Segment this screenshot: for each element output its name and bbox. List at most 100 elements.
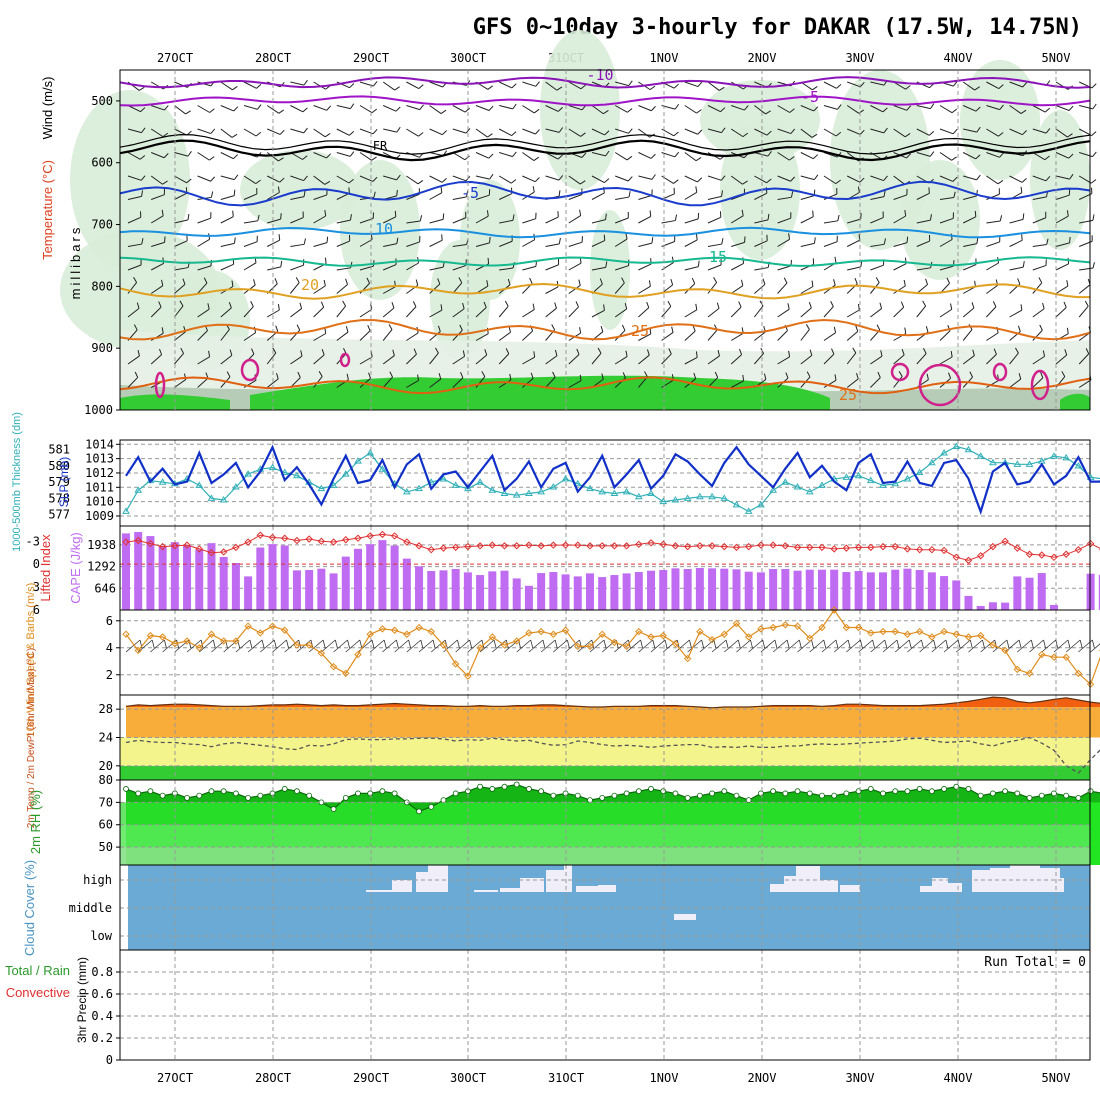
- barb-staff: [943, 639, 959, 653]
- y-tick-label: 500: [91, 94, 113, 108]
- wind-barb: [870, 190, 886, 200]
- barb-flag: [812, 210, 814, 217]
- wind-barb: [568, 257, 582, 271]
- wind-barb: [290, 277, 300, 294]
- li-tick-label: 6: [33, 603, 40, 617]
- rh-point: [147, 788, 154, 795]
- barb-staff: [684, 105, 697, 114]
- wind-barb: [394, 639, 412, 653]
- wind-barb: [406, 128, 424, 137]
- barb-staff: [429, 218, 444, 224]
- barb-staff: [382, 639, 397, 653]
- barb-flag: [324, 257, 327, 264]
- barb-staff: [916, 240, 930, 247]
- wind-point: [281, 626, 289, 634]
- li-tick-label: 3: [33, 580, 40, 594]
- barb-flag: [950, 303, 953, 310]
- barb-flag: [276, 372, 279, 380]
- moist-region: [590, 210, 630, 330]
- barb-staff: [313, 128, 326, 138]
- barb-flag: [762, 278, 766, 285]
- barb-staff: [267, 128, 281, 135]
- barb-staff: [266, 105, 280, 114]
- barb-staff: [638, 194, 652, 200]
- barb-flag: [371, 108, 378, 114]
- wind-barb: [150, 209, 164, 224]
- thickness-point: [463, 484, 472, 492]
- wind-barb: [1055, 349, 1068, 365]
- slp-tick-label: 1010: [85, 495, 114, 509]
- wind-barb: [707, 190, 723, 200]
- wind-barb: [684, 105, 702, 114]
- thickness-point: [1025, 460, 1034, 467]
- barb-flag: [444, 639, 448, 649]
- barb-flag: [789, 156, 795, 161]
- barb-staff: [730, 354, 742, 365]
- li-point: [183, 541, 191, 549]
- cloud-level-label: low: [90, 929, 112, 943]
- barb-staff: [614, 152, 628, 161]
- wind-barb: [336, 235, 351, 247]
- barb-flag: [836, 83, 842, 89]
- barb-flag: [233, 174, 239, 180]
- wind-barb: [858, 639, 875, 653]
- barb-staff: [1009, 105, 1022, 114]
- cape-bar: [292, 570, 301, 610]
- wind-barb: [1009, 304, 1023, 318]
- barb-staff: [1032, 128, 1047, 134]
- wind-barb: [823, 104, 842, 110]
- barb-staff: [916, 379, 929, 388]
- barb-flag: [324, 132, 331, 138]
- rh-point: [245, 794, 252, 801]
- barb-staff: [684, 218, 699, 224]
- rh2m-label: 2m RH (%): [28, 790, 43, 854]
- wind-barb: [313, 175, 331, 185]
- wind-point: [256, 629, 265, 637]
- wind-barb: [452, 190, 469, 200]
- barb-staff: [406, 332, 419, 341]
- rh-point: [452, 790, 459, 797]
- wind-barb: [823, 188, 838, 200]
- wind-barb: [127, 238, 144, 247]
- rh-band-below-50: [120, 847, 1090, 865]
- wind-barb: [313, 105, 332, 111]
- wind-barb: [661, 348, 672, 365]
- barb-staff: [150, 262, 164, 271]
- barb-flag: [713, 277, 718, 283]
- barb-flag: [774, 639, 778, 649]
- rh-point: [928, 788, 935, 795]
- barb-flag: [487, 85, 493, 90]
- barb-staff: [290, 243, 305, 247]
- wind-barb: [235, 639, 253, 653]
- rh-point: [733, 792, 740, 799]
- barb-flag: [740, 279, 744, 286]
- barb-flag: [809, 349, 813, 356]
- wind-barb: [1055, 105, 1074, 111]
- barb-flag: [1067, 639, 1071, 649]
- high-cloud: [1054, 878, 1064, 892]
- barb-flag: [834, 256, 837, 263]
- wind-point: [964, 633, 973, 641]
- barb-flag: [303, 127, 308, 134]
- wind-barb: [870, 639, 888, 653]
- barb-staff: [626, 639, 641, 653]
- barb-staff: [499, 219, 514, 224]
- barb-flag: [486, 210, 489, 217]
- rh-point: [367, 790, 374, 797]
- barb-flag: [505, 348, 510, 354]
- high-cloud: [500, 888, 520, 892]
- legend-temp: Temperature (°C): [40, 160, 55, 260]
- band-below-20: [120, 765, 1090, 780]
- barb-staff: [545, 355, 558, 365]
- barb-flag: [437, 325, 441, 332]
- wind-barb: [452, 211, 467, 224]
- rh-point: [538, 788, 545, 795]
- wind-point: [952, 630, 960, 638]
- barb-staff: [730, 128, 744, 138]
- wind-barb: [455, 639, 473, 653]
- wind-point: [940, 627, 948, 636]
- rh-point: [574, 792, 581, 799]
- barb-staff: [1055, 215, 1069, 224]
- wind-barb: [1009, 261, 1025, 271]
- barb-staff: [452, 355, 465, 365]
